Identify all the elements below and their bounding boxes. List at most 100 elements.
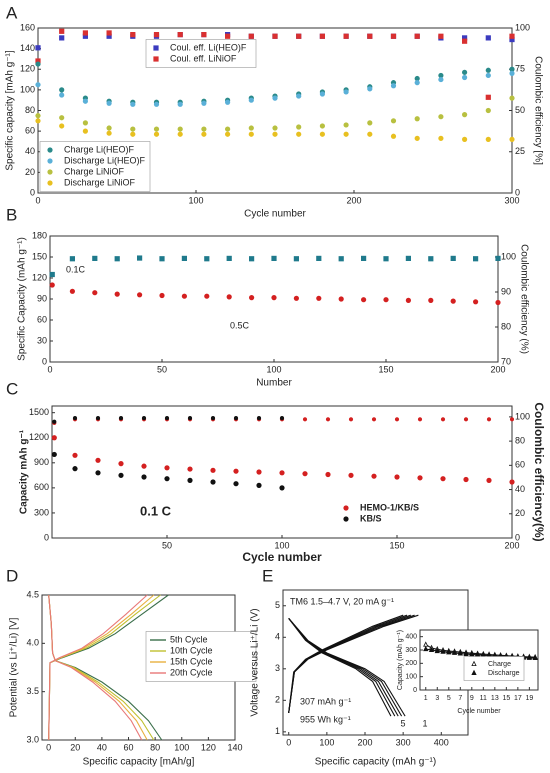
panel-label: D [6,566,18,585]
point [49,282,55,288]
point [469,651,475,657]
y2-tick-label: 70 [501,356,511,366]
y2-tick-label: 0 [515,187,520,197]
y-tick-label: 300 [405,647,417,654]
panel-label: E [262,566,273,585]
y-tick-label: 3.0 [26,734,39,744]
point [201,126,207,132]
y-tick-label: 3.5 [26,686,39,696]
x-tick-label: 19 [525,695,533,702]
point [526,654,533,660]
point [485,94,491,100]
legend-label: 20th Cycle [170,667,213,677]
point [153,101,160,107]
point [316,295,322,301]
point [457,650,463,656]
point [272,125,278,131]
y2-tick-label: 80 [501,321,511,331]
point [371,473,377,479]
point [92,290,98,296]
y2-tick-label: 75 [515,64,525,74]
point [159,292,165,299]
point [272,33,278,39]
y-tick-label: 160 [20,22,35,32]
ce-point [233,416,239,421]
x-tick-label: 300 [396,737,411,747]
point [509,95,515,101]
legend-label: Discharge [488,670,520,677]
point [302,471,308,477]
point [271,255,277,261]
point [434,647,440,654]
y-tick-label: 4 [275,632,280,642]
point [256,482,262,488]
ce-point [187,416,193,421]
point [343,131,349,137]
y-tick-label: 0 [413,687,417,694]
x-tick-label: 0 [46,742,51,752]
y-tick-label: 1 [275,726,280,736]
point [210,467,216,473]
point [248,131,254,137]
y-tick-label: 900 [34,457,49,467]
legend-swatch [343,505,349,511]
point [423,645,429,652]
y-tick-label: 120 [32,272,47,282]
point [463,476,469,483]
point [293,295,299,301]
x-tick-label: 100 [174,742,189,752]
point [473,299,479,305]
ce-point [210,416,216,421]
legend-label: Discharge Li(HEO)F [64,155,146,165]
y2-axis-label: Coulombic efficiency [%] [532,56,543,165]
x-tick-label: 11 [480,695,487,702]
point [204,293,210,299]
point [225,33,231,39]
point [316,255,322,261]
y-axis-label: Specific capacity [mAh g⁻¹] [5,50,16,171]
point [159,256,165,262]
point [390,33,397,39]
point [153,126,160,132]
ce-point [256,416,262,421]
point [428,297,434,303]
ce-point [302,417,308,422]
point [95,457,101,463]
point [414,116,420,122]
point [367,33,373,39]
point [95,470,101,476]
annotation: TM6 1.5–4.7 V, 20 mA g⁻¹ [290,596,394,606]
point [187,477,193,483]
x-tick-label: 50 [162,540,172,550]
point [69,288,75,294]
point [509,36,515,43]
annotation: 307 mAh g⁻¹ [300,696,351,706]
x-tick-label: 200 [346,195,361,205]
point [82,30,88,36]
y-tick-label: 5 [275,600,280,610]
point [130,101,136,107]
point [59,123,65,129]
point [438,76,444,83]
point [390,118,397,124]
point [272,131,278,137]
y-tick-label: 100 [20,84,35,94]
point [201,131,207,137]
x-tick-label: 200 [490,364,505,374]
point [343,89,349,95]
y-tick-label: 180 [32,230,47,240]
point [106,125,112,131]
point [59,28,65,34]
x-tick-label: 0 [47,364,52,374]
x-tick-label: 5 [447,695,451,702]
y-axis-label: Capacity (mAh g⁻¹) [397,630,404,690]
y-tick-label: 40 [25,146,35,156]
point [509,136,515,142]
point [279,485,285,491]
ce-point [141,416,147,421]
y-tick-label: 0 [30,187,35,197]
x-tick-label: 3 [435,695,439,702]
y-tick-label: 1500 [29,407,49,417]
point [201,100,207,106]
point [383,256,389,262]
